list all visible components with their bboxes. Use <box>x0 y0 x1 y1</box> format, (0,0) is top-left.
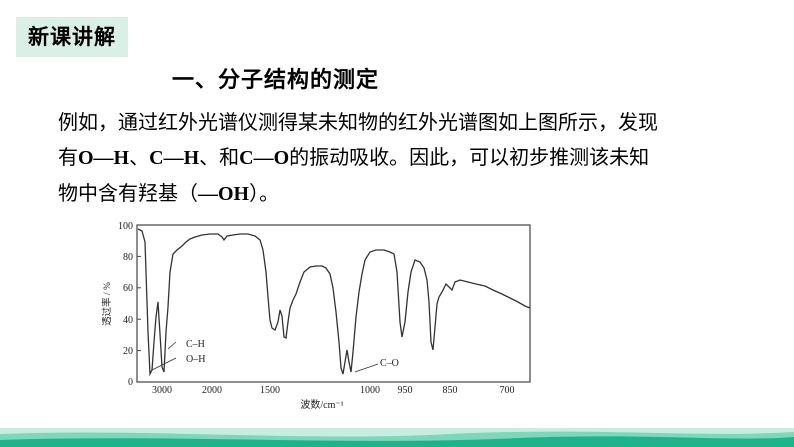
plot-frame <box>136 224 531 383</box>
spectrum-line <box>137 228 531 377</box>
x-tick-1000: 1000 <box>360 385 380 396</box>
ir-spectrum-chart: 100 80 60 40 20 0 透过率 / % 3000 2000 1500… <box>101 221 531 411</box>
section-tag: 新课讲解 <box>16 17 128 57</box>
y-axis-ticks <box>137 224 141 352</box>
y-tick-20: 20 <box>123 346 133 357</box>
y-tick-80: 80 <box>123 252 133 263</box>
x-tick-3000: 3000 <box>152 385 172 396</box>
x-tick-1500: 1500 <box>260 385 280 396</box>
bond-ch: C—H <box>149 147 200 169</box>
co-leader-line <box>354 363 379 373</box>
annotation-co: C–O <box>380 358 399 369</box>
x-tick-950: 950 <box>398 385 413 396</box>
y-axis-label: 透过率 / % <box>101 282 113 326</box>
para-line-2-prefix: 有 <box>58 145 78 169</box>
body-paragraph: 例如，通过红外光谱仪测得某未知物的红外光谱图如上图所示，发现 有O—H、C—H、… <box>58 105 748 212</box>
annotation-oh: O–H <box>186 354 205 365</box>
y-tick-60: 60 <box>123 283 133 294</box>
x-tick-850: 850 <box>443 385 458 396</box>
x-tick-labels: 3000 2000 1500 1000 950 850 700 <box>152 385 515 396</box>
para-line-1: 例如，通过红外光谱仪测得某未知物的红外光谱图如上图所示，发现 <box>58 110 658 134</box>
x-axis-label: 波数/cm⁻¹ <box>300 398 343 411</box>
y-tick-100: 100 <box>118 221 133 232</box>
footer-wave-decoration <box>0 428 794 447</box>
oh-leader-line <box>151 357 177 371</box>
bond-co: C—O <box>239 147 290 169</box>
bond-oh: O—H <box>78 147 130 169</box>
para-sep-1: 、 <box>129 145 150 169</box>
y-tick-0: 0 <box>128 377 133 388</box>
para-sep-2: 、和 <box>199 145 240 169</box>
para-line-3-suffix: ）。 <box>249 181 280 205</box>
x-tick-700: 700 <box>500 385 515 396</box>
para-line-3-prefix: 物中含有羟基（ <box>58 181 198 205</box>
page-heading: 一、分子结构的测定 <box>172 68 380 93</box>
para-line-2-suffix: 的振动吸收。因此，可以初步推测该未知 <box>289 145 650 169</box>
footer-band-dark <box>0 436 794 447</box>
y-tick-40: 40 <box>123 315 133 326</box>
y-tick-labels: 100 80 60 40 20 0 <box>118 221 133 388</box>
ch-leader-line <box>167 341 177 350</box>
x-tick-2000: 2000 <box>202 385 222 396</box>
annotation-ch: C–H <box>186 339 205 350</box>
hydroxyl-group: —OH <box>198 183 250 205</box>
